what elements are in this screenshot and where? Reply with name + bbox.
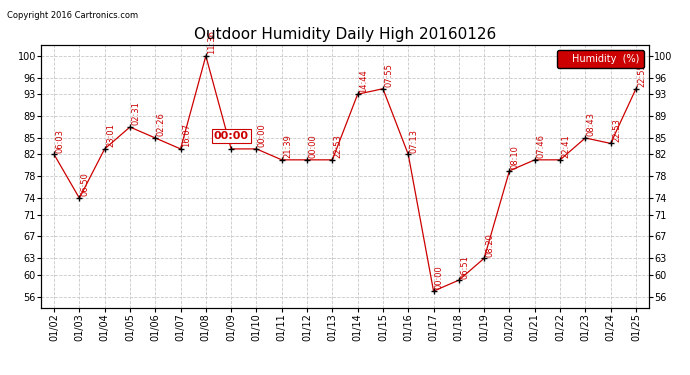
Text: 08:43: 08:43 bbox=[586, 112, 595, 136]
Text: 00:00: 00:00 bbox=[257, 123, 267, 147]
Text: 07:13: 07:13 bbox=[410, 129, 419, 153]
Legend: Humidity  (%): Humidity (%) bbox=[557, 50, 644, 68]
Text: 02:26: 02:26 bbox=[157, 112, 166, 136]
Text: 16:07: 16:07 bbox=[182, 123, 191, 147]
Title: Outdoor Humidity Daily High 20160126: Outdoor Humidity Daily High 20160126 bbox=[194, 27, 496, 42]
Text: 06:03: 06:03 bbox=[55, 129, 64, 153]
Text: 08:10: 08:10 bbox=[511, 145, 520, 169]
Text: 08:20: 08:20 bbox=[485, 233, 495, 256]
Text: 22:53: 22:53 bbox=[612, 118, 621, 142]
Text: 06:51: 06:51 bbox=[460, 255, 469, 279]
Text: 06:50: 06:50 bbox=[81, 172, 90, 196]
Text: 23:01: 23:01 bbox=[106, 123, 115, 147]
Text: 22:41: 22:41 bbox=[561, 135, 571, 158]
Text: Copyright 2016 Cartronics.com: Copyright 2016 Cartronics.com bbox=[7, 11, 138, 20]
Text: 11:36: 11:36 bbox=[207, 30, 216, 54]
Text: 07:55: 07:55 bbox=[384, 63, 393, 87]
Text: 22:53: 22:53 bbox=[334, 134, 343, 158]
Text: 21:39: 21:39 bbox=[283, 134, 292, 158]
Text: 07:46: 07:46 bbox=[536, 134, 545, 158]
Text: 02:31: 02:31 bbox=[131, 102, 140, 125]
Text: 00:00: 00:00 bbox=[435, 266, 444, 290]
Text: 22:55: 22:55 bbox=[637, 63, 647, 87]
Text: 00:00: 00:00 bbox=[308, 135, 317, 158]
Text: 14:44: 14:44 bbox=[359, 69, 368, 93]
Text: 00:00: 00:00 bbox=[214, 131, 248, 141]
